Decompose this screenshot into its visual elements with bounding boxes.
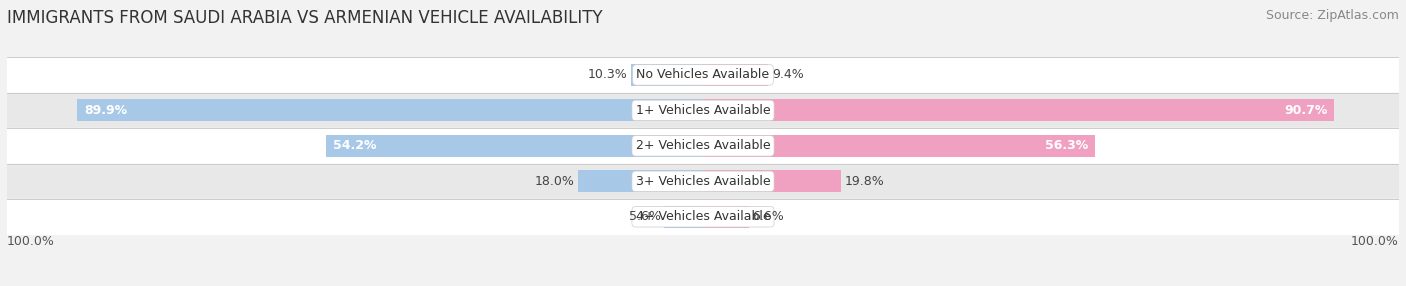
Bar <box>7 57 1399 93</box>
Text: 100.0%: 100.0% <box>1351 235 1399 247</box>
Bar <box>326 135 703 157</box>
Text: 19.8%: 19.8% <box>844 175 884 188</box>
Text: 10.3%: 10.3% <box>588 68 628 82</box>
Text: 18.0%: 18.0% <box>534 175 574 188</box>
Bar <box>703 170 841 192</box>
Bar <box>703 100 1334 121</box>
Bar <box>77 100 703 121</box>
Text: Source: ZipAtlas.com: Source: ZipAtlas.com <box>1265 9 1399 21</box>
Bar <box>7 93 1399 128</box>
Bar <box>703 64 769 86</box>
Text: 4+ Vehicles Available: 4+ Vehicles Available <box>636 210 770 223</box>
Text: 9.4%: 9.4% <box>772 68 804 82</box>
Bar <box>703 206 749 228</box>
Bar <box>7 199 1399 235</box>
Text: 1+ Vehicles Available: 1+ Vehicles Available <box>636 104 770 117</box>
Text: No Vehicles Available: No Vehicles Available <box>637 68 769 82</box>
Text: 5.6%: 5.6% <box>628 210 661 223</box>
Text: 2+ Vehicles Available: 2+ Vehicles Available <box>636 139 770 152</box>
Bar <box>703 135 1095 157</box>
Text: 54.2%: 54.2% <box>333 139 377 152</box>
Text: 100.0%: 100.0% <box>7 235 55 247</box>
Bar <box>631 64 703 86</box>
Text: 89.9%: 89.9% <box>84 104 128 117</box>
Text: 6.6%: 6.6% <box>752 210 785 223</box>
Text: IMMIGRANTS FROM SAUDI ARABIA VS ARMENIAN VEHICLE AVAILABILITY: IMMIGRANTS FROM SAUDI ARABIA VS ARMENIAN… <box>7 9 603 27</box>
Bar <box>7 164 1399 199</box>
Text: 90.7%: 90.7% <box>1284 104 1327 117</box>
Bar <box>664 206 703 228</box>
Bar <box>578 170 703 192</box>
Text: 3+ Vehicles Available: 3+ Vehicles Available <box>636 175 770 188</box>
Bar <box>7 128 1399 164</box>
Text: 56.3%: 56.3% <box>1045 139 1088 152</box>
